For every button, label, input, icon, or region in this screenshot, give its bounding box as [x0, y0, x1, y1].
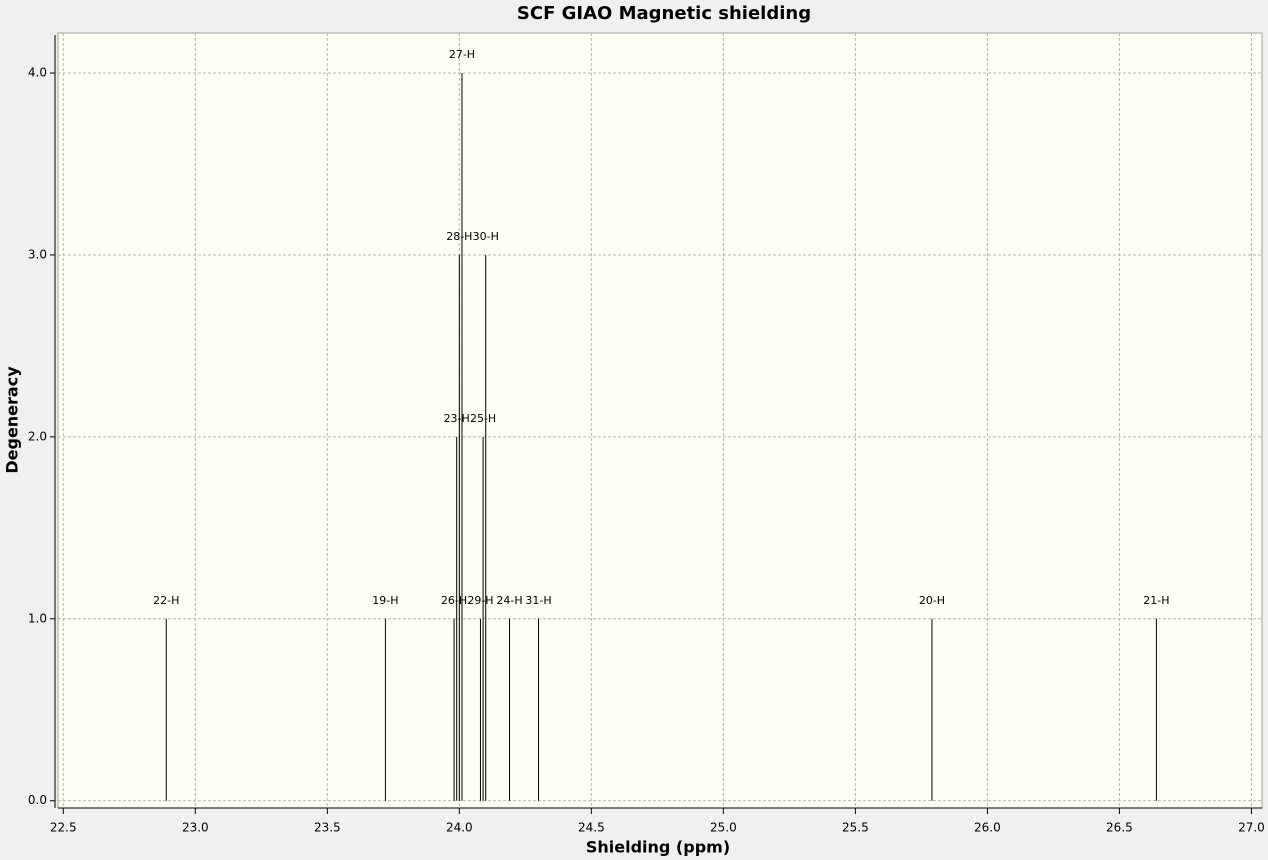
peak-label: 28-H	[446, 230, 472, 243]
peak-label: 24-H	[496, 594, 522, 607]
peak-label: 25-H	[470, 412, 496, 425]
x-tick-label: 27.0	[1238, 821, 1265, 835]
y-tick-label: 3.0	[28, 247, 47, 261]
chart-title: SCF GIAO Magnetic shielding	[517, 3, 811, 24]
y-tick-label: 2.0	[28, 429, 47, 443]
peak-label: 20-H	[919, 594, 945, 607]
peak-label: 31-H	[525, 594, 551, 607]
x-tick-label: 24.0	[446, 821, 473, 835]
y-tick-label: 0.0	[28, 793, 47, 807]
y-tick-label: 4.0	[28, 66, 47, 80]
x-tick-label: 23.0	[182, 821, 209, 835]
x-tick-label: 25.0	[710, 821, 737, 835]
x-tick-label: 23.5	[314, 821, 341, 835]
x-axis-label: Shielding (ppm)	[586, 838, 730, 857]
peak-label: 30-H	[473, 230, 499, 243]
peak-label: 27-H	[449, 48, 475, 61]
peak-label: 29-H	[467, 594, 493, 607]
x-tick-label: 26.5	[1106, 821, 1133, 835]
x-tick-label: 24.5	[578, 821, 605, 835]
peak-label: 19-H	[372, 594, 398, 607]
x-tick-label: 25.5	[842, 821, 869, 835]
y-tick-label: 1.0	[28, 611, 47, 625]
peak-label: 21-H	[1143, 594, 1169, 607]
x-tick-label: 22.5	[50, 821, 77, 835]
peak-label: 23-H	[444, 412, 470, 425]
peak-label: 22-H	[153, 594, 179, 607]
y-axis-label: Degeneracy	[3, 366, 22, 474]
x-tick-label: 26.0	[974, 821, 1001, 835]
peak-label: 26-H	[441, 594, 467, 607]
plot-area	[57, 32, 1263, 809]
